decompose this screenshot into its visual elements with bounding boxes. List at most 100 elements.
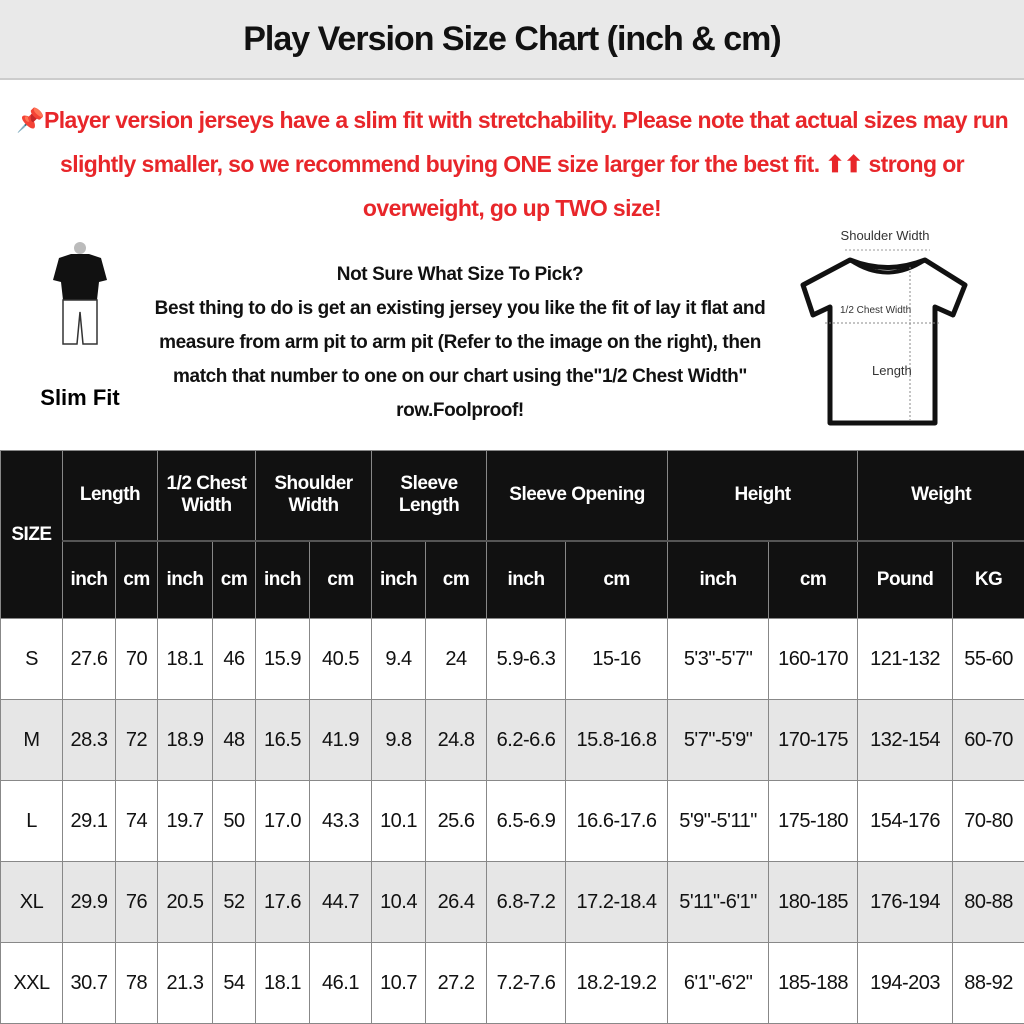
table-cell: 30.7 [62,942,116,1024]
table-cell: 15-16 [565,618,669,700]
unit-header: KG [952,539,1024,619]
column-group-header: Shoulder Width [255,450,373,541]
column-group-header: Length [61,450,159,541]
table-cell: 5'3"-5'7" [667,618,770,700]
table-cell: 54 [212,942,257,1024]
table-cell: 15.9 [255,618,311,700]
table-cell: 18.2-19.2 [565,942,669,1024]
size-label: S [0,618,63,700]
table-cell: 5'11"-6'1" [667,861,770,943]
table-cell: 24 [425,618,488,700]
table-cell: 29.1 [62,780,116,862]
column-group-header: Height [667,450,859,541]
table-cell: 46.1 [309,942,373,1024]
table-cell: 16.6-17.6 [565,780,669,862]
unit-header: cm [565,539,669,619]
table-cell: 50 [212,780,257,862]
table-cell: 9.4 [371,618,427,700]
table-cell: 19.7 [157,780,214,862]
measurement-diagram: Shoulder Width 1/2 Chest Width Length [800,228,968,426]
table-cell: 70-80 [952,780,1024,862]
table-row: M 28.3 72 18.9 48 16.5 41.9 9.8 24.8 6.2-6.6 15.8-… [0,699,1024,781]
table-cell: 48 [212,699,257,781]
unit-header: cm [114,539,159,619]
table-cell: 88-92 [952,942,1024,1024]
unit-header: cm [768,539,859,619]
table-cell: 55-60 [952,618,1024,700]
table-cell: 180-185 [768,861,859,943]
table-cell: 24.8 [425,699,488,781]
table-cell: 176-194 [857,861,954,943]
table-cell: 18.9 [157,699,214,781]
table-cell: 46 [212,618,257,700]
size-table: SIZE Length 1/2 Chest Width Shoulder Width S… [0,450,1024,1024]
table-cell: 76 [114,861,159,943]
unit-header: inch [62,539,116,619]
table-cell: 15.8-16.8 [565,699,669,781]
table-cell: 28.3 [62,699,116,781]
fit-notice-text: Player version jerseys have a slim fit w… [44,107,1009,221]
size-header: SIZE [0,450,63,619]
table-cell: 29.9 [62,861,116,943]
column-group-header: 1/2 Chest Width [157,450,257,541]
table-cell: 10.4 [371,861,427,943]
table-cell: 21.3 [157,942,214,1024]
table-cell: 6.2-6.6 [486,699,567,781]
size-label: L [0,780,63,862]
table-cell: 194-203 [857,942,954,1024]
table-cell: 52 [212,861,257,943]
pushpin-icon: 📌 [15,107,45,133]
advice-heading: Not Sure What Size To Pick? [336,264,584,285]
table-cell: 5'7"-5'9" [667,699,770,781]
table-cell: 74 [114,780,159,862]
table-cell: 70 [114,618,159,700]
table-cell: 27.6 [62,618,116,700]
table-cell: 17.6 [255,861,311,943]
unit-header: cm [425,539,488,619]
table-cell: 185-188 [768,942,859,1024]
table-cell: 26.4 [425,861,488,943]
shoulder-width-label: Shoulder Width [841,228,930,243]
column-group-header: Weight [857,450,1024,541]
table-cell: 18.1 [255,942,311,1024]
table-cell: 9.8 [371,699,427,781]
unit-header: inch [255,539,311,619]
table-cell: 25.6 [425,780,488,862]
unit-header: cm [212,539,257,619]
unit-header: cm [309,539,373,619]
table-cell: 7.2-7.6 [486,942,567,1024]
size-label: XXL [0,942,63,1024]
unit-header: inch [486,539,567,619]
table-cell: 44.7 [309,861,373,943]
table-cell: 132-154 [857,699,954,781]
length-label: Length [872,363,912,378]
table-row: XXL 30.7 78 21.3 54 18.1 46.1 10.7 27.2 7.2-7.6 18… [0,942,1024,1024]
unit-header: inch [371,539,427,619]
table-row: S 27.6 70 18.1 46 15.9 40.5 9.4 24 5.9-6.3 15-16 5'… [0,618,1024,700]
column-group-header: Sleeve Opening [486,450,669,541]
table-cell: 17.2-18.4 [565,861,669,943]
table-cell: 17.0 [255,780,311,862]
size-advice: Not Sure What Size To Pick? Best thing t… [150,258,770,428]
unit-header: Pound [857,539,954,619]
table-cell: 72 [114,699,159,781]
table-cell: 175-180 [768,780,859,862]
size-label: M [0,699,63,781]
table-cell: 10.1 [371,780,427,862]
table-cell: 5.9-6.3 [486,618,567,700]
fit-notice: 📌Player version jerseys have a slim fit … [8,98,1016,230]
slim-fit-label: Slim Fit [40,385,120,410]
table-cell: 6'1"-6'2" [667,942,770,1024]
table-cell: 6.8-7.2 [486,861,567,943]
table-cell: 121-132 [857,618,954,700]
table-cell: 27.2 [425,942,488,1024]
table-cell: 41.9 [309,699,373,781]
column-group-header: Sleeve Length [371,450,488,541]
table-cell: 60-70 [952,699,1024,781]
table-cell: 10.7 [371,942,427,1024]
table-cell: 6.5-6.9 [486,780,567,862]
table-cell: 154-176 [857,780,954,862]
table-cell: 78 [114,942,159,1024]
page-title: Play Version Size Chart (inch & cm) [0,0,1024,80]
unit-header: inch [157,539,214,619]
